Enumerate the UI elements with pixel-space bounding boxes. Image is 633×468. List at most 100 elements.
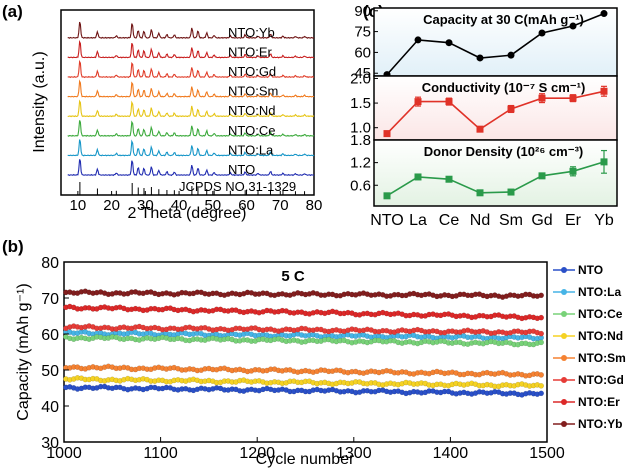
cycling-data-point bbox=[538, 314, 545, 321]
cycling-data-point bbox=[538, 372, 545, 378]
property-data-point bbox=[507, 188, 515, 196]
property-y-tick-label: 1.2 bbox=[350, 155, 371, 172]
cycling-plot-frame bbox=[63, 261, 548, 443]
xrd-curve-nto-yb bbox=[67, 21, 315, 39]
property-subplot-frame bbox=[373, 75, 618, 141]
xrd-plot-frame bbox=[60, 9, 315, 196]
property-data-point bbox=[569, 22, 577, 30]
property-y-tick-label: 45 bbox=[354, 65, 371, 82]
cycling-panel: 1000 1100 1200 1300 1400 1500 30 40 50 60 70 80 5 C… bbox=[15, 255, 626, 468]
property-data-point bbox=[538, 172, 546, 180]
xrd-curve-label: NTO:La bbox=[228, 142, 274, 157]
cycling-y-tick-label: 50 bbox=[41, 363, 59, 380]
property-series-line bbox=[386, 12, 605, 76]
properties-panel: 45 60 75 90 Capacity at 30 C(mAh g⁻¹) 1.0 1.5 2… bbox=[350, 3, 618, 229]
xrd-x-tick-label: 10 bbox=[70, 197, 87, 214]
property-data-point bbox=[445, 175, 453, 183]
property-data-point bbox=[476, 125, 484, 133]
cycling-legend-marker bbox=[561, 399, 567, 405]
property-data-point bbox=[445, 39, 453, 47]
cycling-legend-marker bbox=[561, 355, 567, 361]
xrd-x-tick-label: 50 bbox=[204, 197, 221, 214]
xrd-x-tick-label: 70 bbox=[272, 197, 289, 214]
cycling-data-point bbox=[538, 330, 545, 337]
property-data-point bbox=[507, 105, 515, 113]
property-data-point bbox=[383, 192, 391, 200]
cycling-data-point bbox=[538, 292, 545, 299]
property-category-label: Yb bbox=[594, 212, 614, 229]
property-y-tick-label: 1.8 bbox=[350, 132, 371, 149]
property-category-label: Nd bbox=[470, 212, 490, 229]
cycling-y-tick-label: 70 bbox=[41, 291, 59, 308]
cycling-x-tick-label: 1000 bbox=[46, 445, 82, 462]
xrd-curve-label: NTO:Gd bbox=[228, 64, 276, 79]
property-category-label: Sm bbox=[499, 212, 523, 229]
cycling-legend-label: NTO:Sm bbox=[578, 351, 626, 365]
property-y-tick-label: 1.5 bbox=[350, 95, 371, 112]
property-data-point bbox=[538, 29, 546, 37]
cycling-x-tick-label: 1500 bbox=[529, 445, 565, 462]
cycling-legend-marker bbox=[561, 377, 567, 383]
property-data-point bbox=[414, 173, 422, 181]
property-y-tick-label: 60 bbox=[354, 44, 371, 61]
xrd-reference-label: JCPDS NO.31-1329 bbox=[179, 179, 296, 194]
property-subplot-frame bbox=[373, 7, 618, 77]
xrd-curve-nto-la bbox=[67, 139, 315, 157]
cycling-y-axis-title: Capacity (mAh g⁻¹) bbox=[15, 283, 32, 420]
cycling-legend-marker bbox=[561, 421, 567, 427]
property-category-label: La bbox=[409, 212, 427, 229]
property-y-tick-label: 75 bbox=[354, 24, 371, 41]
xrd-curve-label: NTO:Nd bbox=[228, 103, 275, 118]
panel-a-label: (a) bbox=[2, 2, 23, 21]
xrd-curve-nto-gd bbox=[67, 59, 314, 79]
property-subplot-title: Donor Density (10²⁶ cm⁻³) bbox=[424, 144, 583, 159]
property-category-label: Gd bbox=[531, 212, 552, 229]
property-data-point bbox=[476, 54, 484, 62]
cycling-legend-label: NTO bbox=[578, 263, 603, 277]
xrd-curve-label: NTO:Ce bbox=[228, 123, 275, 138]
xrd-curve-label: NTO:Er bbox=[228, 44, 272, 59]
property-data-point bbox=[600, 10, 608, 18]
property-y-tick-label: 0.6 bbox=[350, 177, 371, 194]
xrd-y-axis-title: Intensity (a.u.) bbox=[31, 51, 48, 152]
cycling-y-tick-label: 80 bbox=[41, 255, 59, 272]
cycling-x-tick-label: 1100 bbox=[143, 445, 178, 462]
cycling-legend-label: NTO:Nd bbox=[578, 329, 623, 343]
property-subplot-title: Conductivity (10⁻⁷ S cm⁻¹) bbox=[422, 80, 586, 95]
xrd-x-axis-title: 2 Theta (degree) bbox=[128, 205, 247, 222]
property-data-point bbox=[507, 51, 515, 59]
property-data-point bbox=[569, 94, 577, 102]
cycling-legend-marker bbox=[561, 289, 567, 295]
cycling-x-tick-label: 1200 bbox=[239, 445, 275, 462]
cycling-y-tick-label: 40 bbox=[41, 399, 59, 416]
cycling-rate-title: 5 C bbox=[281, 268, 305, 285]
xrd-x-tick-label: 30 bbox=[137, 197, 154, 214]
property-data-point bbox=[414, 36, 422, 44]
cycling-legend-label: NTO:Er bbox=[578, 395, 620, 409]
property-data-point bbox=[600, 158, 608, 166]
cycling-data-point bbox=[538, 339, 545, 346]
property-category-label: Er bbox=[565, 212, 582, 229]
property-data-point bbox=[600, 87, 608, 95]
xrd-x-tick-label: 20 bbox=[103, 197, 120, 214]
property-data-point bbox=[383, 130, 391, 138]
property-category-label: NTO bbox=[370, 212, 403, 229]
cycling-legend-label: NTO:La bbox=[578, 285, 621, 299]
property-subplot-title: Capacity at 30 C(mAh g⁻¹) bbox=[423, 12, 584, 27]
xrd-curve-nto bbox=[67, 159, 315, 177]
property-data-point bbox=[538, 94, 546, 102]
property-y-tick-label: 90 bbox=[354, 3, 371, 20]
cycling-data-point bbox=[538, 382, 545, 389]
cycling-x-tick-label: 1400 bbox=[433, 445, 469, 462]
xrd-curve-label: NTO:Sm bbox=[228, 84, 278, 99]
xrd-x-tick-label: 60 bbox=[238, 197, 255, 214]
property-data-point bbox=[414, 98, 422, 106]
property-data-point bbox=[476, 189, 484, 197]
xrd-curve-nto-ce bbox=[67, 120, 315, 137]
property-y-tick-label: 1.0 bbox=[350, 120, 371, 137]
xrd-curve-nto-sm bbox=[67, 79, 315, 98]
cycling-legend-label: NTO:Ce bbox=[578, 307, 623, 321]
property-y-tick-label: 2.0 bbox=[350, 70, 371, 87]
cycling-legend-marker bbox=[561, 267, 567, 273]
